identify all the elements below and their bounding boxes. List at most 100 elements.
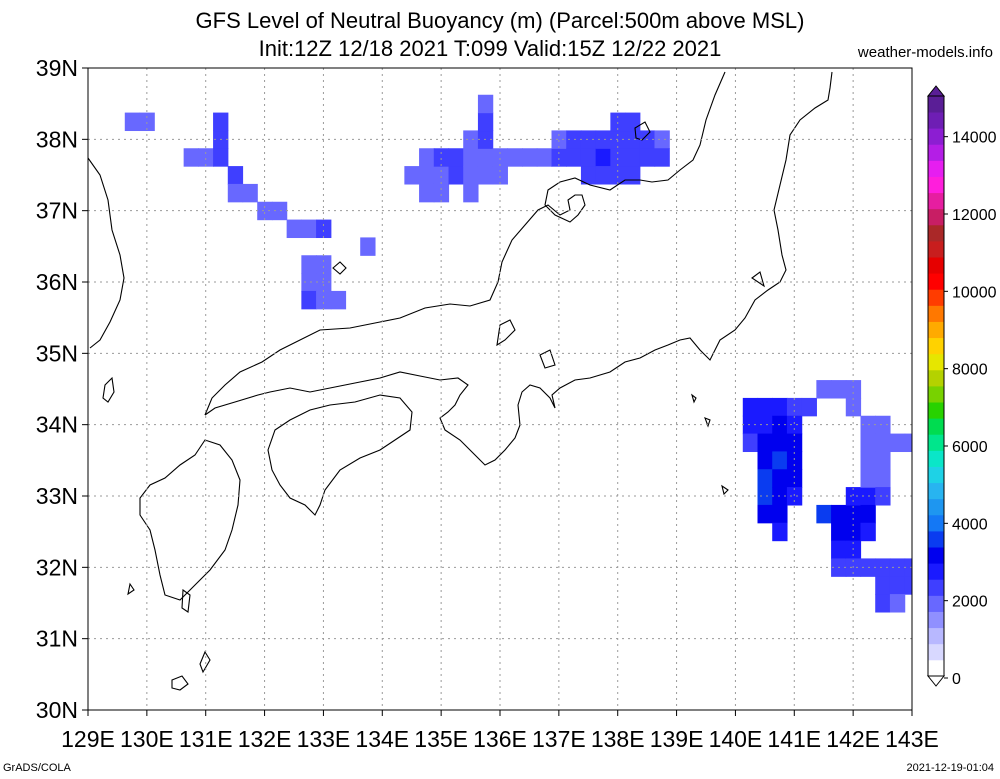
colorbar-segment bbox=[928, 482, 944, 500]
x-tick-label: 137E bbox=[532, 726, 586, 752]
lnb-cell bbox=[757, 451, 773, 470]
lnb-cell bbox=[316, 219, 332, 239]
lnb-cell bbox=[757, 397, 773, 417]
x-tick-label: 130E bbox=[120, 726, 174, 752]
lnb-cell bbox=[625, 130, 641, 149]
lnb-cell bbox=[904, 576, 912, 595]
y-tick-label: 35N bbox=[36, 340, 78, 366]
colorbar-segment bbox=[928, 96, 944, 113]
lnb-cell bbox=[580, 166, 597, 185]
lnb-cell bbox=[448, 148, 464, 167]
lnb-cell bbox=[772, 397, 788, 417]
lnb-cell bbox=[801, 397, 817, 417]
x-tick-label: 138E bbox=[591, 726, 645, 752]
lnb-cell bbox=[433, 183, 450, 203]
colorbar-segment bbox=[928, 643, 944, 661]
lnb-cell bbox=[845, 397, 862, 417]
y-tick-label: 32N bbox=[36, 554, 78, 580]
colorbar-segment bbox=[928, 241, 944, 258]
colorbar-segment bbox=[928, 402, 944, 419]
lnb-cell bbox=[227, 166, 244, 185]
colorbar-segment bbox=[928, 369, 944, 387]
lnb-cell bbox=[271, 201, 288, 221]
lnb-cell bbox=[875, 576, 891, 595]
lnb-cell bbox=[257, 201, 273, 221]
colorbar-segment bbox=[928, 466, 944, 484]
colorbar-segment bbox=[928, 547, 944, 564]
lnb-cell bbox=[492, 166, 508, 185]
y-tick-label: 37N bbox=[36, 198, 78, 224]
colorbar-label: 12000 bbox=[952, 207, 997, 224]
colorbar-segment bbox=[928, 531, 944, 548]
colorbar: 0 2000 4000 6000 8000 10000 12000 14000 bbox=[926, 85, 997, 688]
x-tick-label: 139E bbox=[650, 726, 704, 752]
lnb-cell bbox=[654, 130, 670, 149]
lnb-cell bbox=[875, 558, 891, 577]
lnb-cell bbox=[301, 290, 317, 310]
lnb-cell bbox=[742, 397, 759, 417]
colorbar-label: 6000 bbox=[952, 439, 988, 456]
axis-ticks: 129E 130E 131E 132E 133E 134E 135E 136E 137E 138E… bbox=[36, 55, 939, 752]
x-tick-label: 129E bbox=[61, 726, 115, 752]
lnb-cell bbox=[522, 148, 538, 167]
lnb-cell bbox=[831, 380, 847, 399]
lnb-cell bbox=[654, 148, 670, 167]
lnb-cell bbox=[875, 594, 891, 613]
lnb-cell bbox=[786, 469, 803, 488]
colorbar-label: 4000 bbox=[952, 516, 988, 533]
lnb-cell bbox=[889, 558, 906, 577]
lnb-cell bbox=[625, 112, 641, 132]
lnb-cell bbox=[757, 504, 773, 524]
lnb-cell bbox=[845, 487, 862, 506]
lnb-cell bbox=[875, 487, 891, 506]
lnb-cell bbox=[772, 451, 788, 470]
lnb-cell bbox=[786, 415, 803, 435]
x-tick-label: 142E bbox=[826, 726, 880, 752]
lnb-cell bbox=[786, 487, 803, 506]
colorbar-label: 0 bbox=[952, 671, 961, 688]
lnb-cell bbox=[492, 148, 508, 167]
y-tick-label: 33N bbox=[36, 483, 78, 509]
colorbar-segment bbox=[928, 353, 944, 371]
colorbar-label: 14000 bbox=[952, 130, 997, 147]
lnb-cell bbox=[301, 255, 317, 274]
lnb-cell bbox=[831, 540, 847, 560]
y-tick-label: 36N bbox=[36, 269, 78, 295]
colorbar-segment bbox=[928, 595, 944, 612]
colorbar-segment bbox=[928, 337, 944, 355]
y-tick-label: 38N bbox=[36, 126, 78, 152]
colorbar-segment bbox=[928, 305, 944, 322]
lnb-cell bbox=[757, 469, 773, 488]
x-tick-label: 136E bbox=[473, 726, 527, 752]
lnb-cell bbox=[551, 130, 567, 149]
lnb-cell bbox=[831, 522, 847, 542]
lnb-cell bbox=[610, 166, 626, 185]
lnb-cell bbox=[757, 415, 773, 435]
lnb-field bbox=[124, 94, 912, 613]
colorbar-segment bbox=[928, 627, 944, 645]
colorbar-max-arrow bbox=[926, 85, 946, 97]
lnb-cell bbox=[419, 148, 435, 167]
colorbar-segment bbox=[928, 160, 944, 177]
colorbar-segment bbox=[928, 321, 944, 339]
lnb-cell bbox=[507, 148, 523, 167]
lnb-cell bbox=[242, 183, 258, 203]
lnb-cell bbox=[448, 166, 464, 185]
lnb-cell bbox=[816, 504, 832, 524]
lnb-cell bbox=[595, 130, 611, 149]
x-tick-label: 134E bbox=[355, 726, 409, 752]
x-tick-label: 141E bbox=[767, 726, 821, 752]
lnb-cell bbox=[889, 576, 906, 595]
lnb-cell bbox=[316, 255, 332, 274]
lnb-cell bbox=[477, 112, 494, 132]
lnb-cell bbox=[360, 237, 376, 256]
lnb-cell bbox=[198, 148, 214, 167]
lnb-cell bbox=[845, 504, 862, 524]
lnb-cell bbox=[610, 148, 626, 167]
colorbar-segment bbox=[928, 208, 944, 226]
x-tick-label: 131E bbox=[179, 726, 233, 752]
lnb-cell bbox=[772, 433, 788, 453]
lnb-cell bbox=[904, 433, 912, 453]
lnb-cell bbox=[875, 433, 891, 453]
chart-title-line2: Init:12Z 12/18 2021 T:099 Valid:15Z 12/2… bbox=[258, 36, 722, 61]
